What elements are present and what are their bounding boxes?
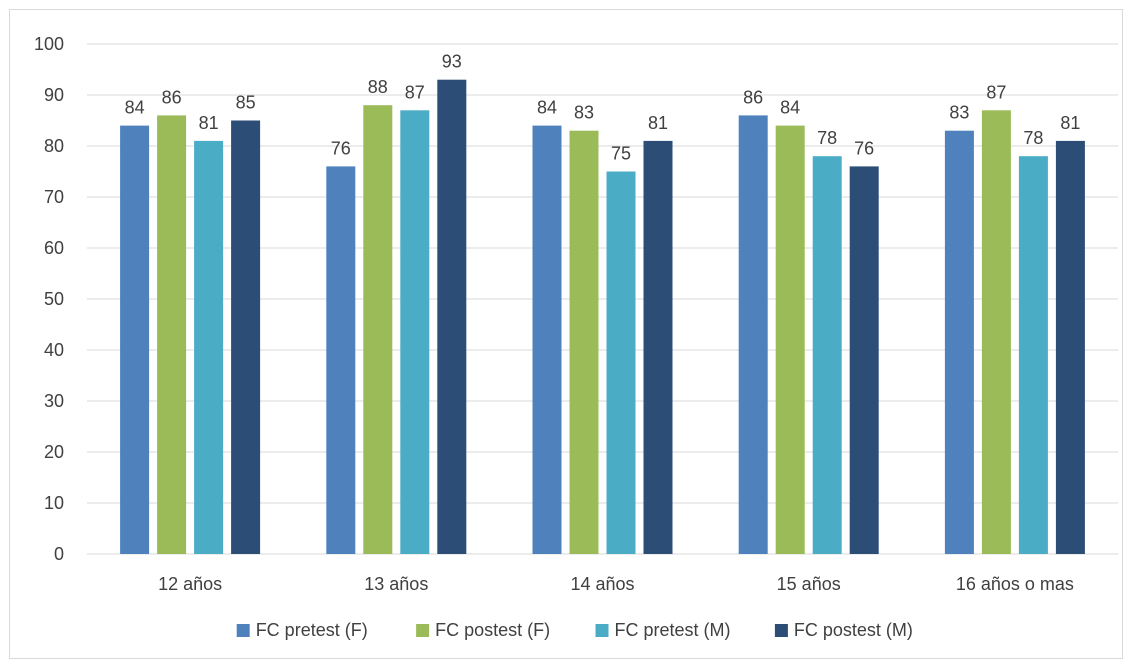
data-label: 75: [611, 144, 631, 164]
x-category-label: 13 años: [364, 574, 428, 594]
data-label: 76: [331, 138, 351, 158]
bar-2-3: [569, 130, 599, 554]
legend-swatch-2: [416, 624, 430, 637]
y-tick-label: 50: [44, 289, 64, 309]
y-tick-label: 80: [44, 136, 64, 156]
legend-label-3: FC pretest (M): [615, 620, 731, 640]
bar-4-5: [1055, 140, 1085, 554]
bar-1-2: [326, 166, 356, 554]
bar-3-1: [194, 140, 224, 554]
x-category-label: 12 años: [158, 574, 222, 594]
y-tick-label: 60: [44, 238, 64, 258]
data-label: 84: [780, 98, 800, 118]
legend-swatch-4: [774, 624, 788, 637]
bar-3-3: [606, 171, 636, 554]
data-label: 76: [854, 138, 874, 158]
legend-swatch-1: [236, 624, 250, 637]
x-category-label: 15 años: [777, 574, 841, 594]
data-label: 84: [537, 98, 557, 118]
legend-label-2: FC postest (F): [435, 620, 550, 640]
data-label: 78: [1023, 128, 1043, 148]
x-category-label: 14 años: [570, 574, 634, 594]
data-label: 83: [574, 103, 594, 123]
y-tick-label: 0: [54, 544, 64, 564]
data-label: 88: [368, 77, 388, 97]
y-tick-label: 90: [44, 85, 64, 105]
bar-2-1: [157, 115, 187, 555]
bar-2-2: [363, 105, 393, 554]
bar-1-3: [532, 125, 562, 554]
data-label: 86: [743, 87, 763, 107]
y-tick-label: 20: [44, 442, 64, 462]
y-tick-label: 40: [44, 340, 64, 360]
bar-1-1: [120, 125, 150, 554]
bar-1-5: [944, 130, 974, 554]
y-tick-label: 30: [44, 391, 64, 411]
data-label: 87: [986, 82, 1006, 102]
bar-3-4: [812, 156, 842, 554]
data-label: 85: [236, 93, 256, 113]
y-tick-label: 100: [34, 34, 64, 54]
bar-1-4: [738, 115, 768, 555]
legend-label-1: FC pretest (F): [256, 620, 368, 640]
bar-2-5: [981, 110, 1011, 555]
data-label: 81: [1060, 113, 1080, 133]
data-label: 87: [405, 82, 425, 102]
bar-4-4: [849, 166, 879, 554]
bar-4-3: [643, 140, 673, 554]
bar-3-5: [1018, 156, 1048, 554]
data-label: 93: [442, 52, 462, 72]
data-label: 78: [817, 128, 837, 148]
data-label: 81: [199, 113, 219, 133]
data-label: 84: [125, 98, 145, 118]
y-tick-label: 70: [44, 187, 64, 207]
legend-label-4: FC postest (M): [794, 620, 913, 640]
bar-4-1: [231, 120, 261, 554]
y-tick-label: 10: [44, 493, 64, 513]
data-label: 81: [648, 113, 668, 133]
bar-4-2: [437, 79, 467, 554]
x-category-label: 16 años o mas: [956, 574, 1074, 594]
bar-2-4: [775, 125, 805, 554]
bar-3-2: [400, 110, 430, 555]
data-label: 86: [162, 87, 182, 107]
data-label: 83: [949, 103, 969, 123]
legend-swatch-3: [595, 624, 609, 637]
